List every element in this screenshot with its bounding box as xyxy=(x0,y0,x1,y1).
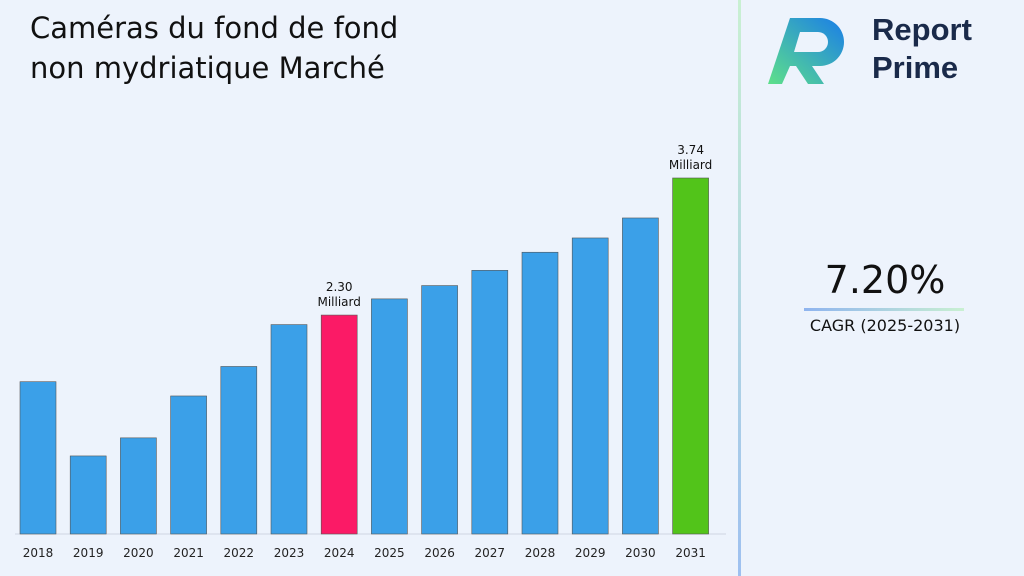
x-tick-label: 2020 xyxy=(123,546,154,560)
x-tick-label: 2019 xyxy=(73,546,104,560)
cagr-value: 7.20% xyxy=(824,258,946,302)
x-tick-label: 2030 xyxy=(625,546,656,560)
bar xyxy=(521,251,559,535)
chart-title: Caméras du fond de fond non mydriatique … xyxy=(30,11,399,85)
x-tick-label: 2024 xyxy=(324,546,355,560)
separator xyxy=(738,0,741,576)
x-tick-label: 2028 xyxy=(525,546,556,560)
bar xyxy=(19,381,57,535)
bar xyxy=(120,437,157,535)
bar xyxy=(672,177,709,535)
bar xyxy=(471,270,509,535)
logo-icon xyxy=(768,18,844,84)
bar xyxy=(571,237,609,535)
x-tick-label: 2025 xyxy=(374,546,405,560)
bar xyxy=(220,366,258,535)
bar xyxy=(622,217,659,535)
brand: Report xyxy=(872,12,972,47)
x-tick-label: 2018 xyxy=(23,546,54,560)
underline xyxy=(804,308,964,311)
brand: Prime xyxy=(872,50,959,85)
bar xyxy=(371,298,408,535)
x-tick-label: 2029 xyxy=(575,546,606,560)
x-tick-label: 2031 xyxy=(675,546,706,560)
x-tick-label: 2026 xyxy=(424,546,455,560)
bar xyxy=(320,314,358,535)
x-tick-label: 2022 xyxy=(224,546,255,560)
bar xyxy=(170,395,207,535)
x-tick-label: 2021 xyxy=(173,546,204,560)
bar xyxy=(270,324,308,535)
bar xyxy=(69,455,107,535)
value-label: 2.30 Milliard xyxy=(317,280,361,310)
x-tick-label: 2023 xyxy=(274,546,305,560)
value-label: 3.74 Milliard xyxy=(668,143,713,172)
cagr-label: CAGR (2025-2031) xyxy=(809,316,961,335)
x-tick-label: 2027 xyxy=(475,546,506,560)
bar xyxy=(421,285,458,535)
